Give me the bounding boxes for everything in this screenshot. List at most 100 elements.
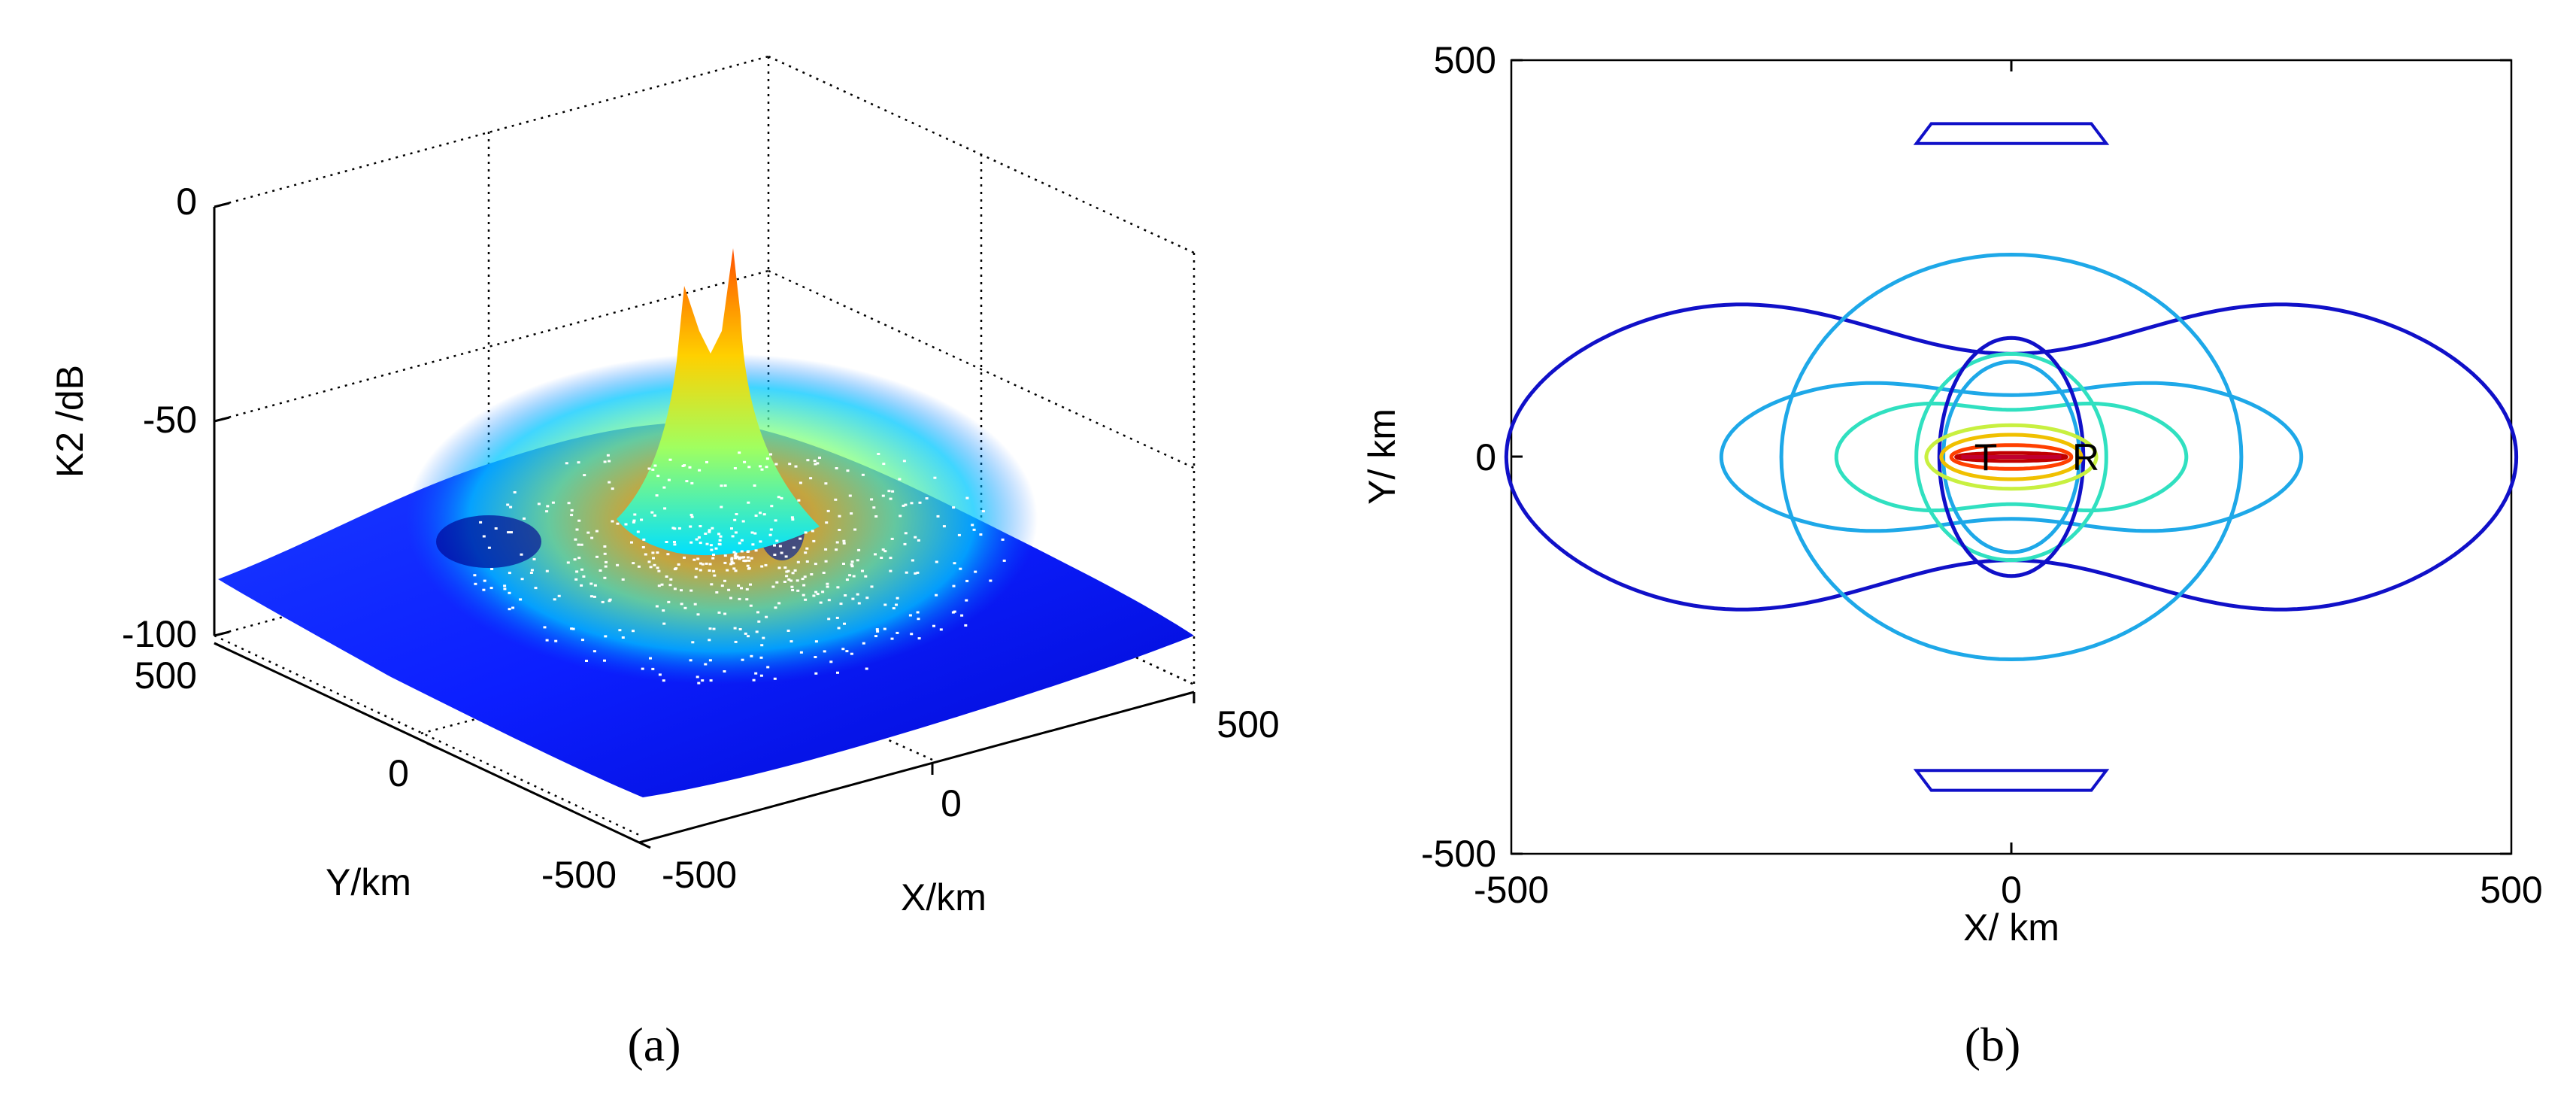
mesh-dot xyxy=(567,502,571,505)
y-tick-label: 0 xyxy=(388,752,409,794)
mesh-dot xyxy=(905,571,908,574)
mesh-dot xyxy=(681,465,685,467)
mesh-dot xyxy=(741,520,745,523)
contour-top-fragment xyxy=(1913,122,2110,145)
mesh-dot xyxy=(734,531,738,534)
mesh-dot xyxy=(872,506,876,509)
mesh-dot xyxy=(669,578,673,581)
mesh-dot xyxy=(520,578,524,581)
mesh-dot xyxy=(904,503,908,506)
mesh-dot xyxy=(750,557,753,560)
annotation-t: T xyxy=(1974,436,1998,478)
mesh-dot xyxy=(874,635,877,638)
mesh-dot xyxy=(727,588,731,591)
mesh-dot xyxy=(723,670,726,672)
mesh-dot xyxy=(813,460,817,463)
mesh-dots xyxy=(473,451,1006,685)
mesh-dot xyxy=(506,503,510,506)
mesh-dot xyxy=(910,502,914,505)
mesh-dot xyxy=(964,624,968,627)
mesh-dot xyxy=(953,562,956,565)
mesh-dot xyxy=(895,603,898,606)
mesh-dot xyxy=(1002,559,1006,562)
mesh-dot xyxy=(715,591,719,594)
mesh-dot xyxy=(608,460,611,463)
mesh-dot xyxy=(494,527,498,530)
mesh-dot xyxy=(747,466,751,469)
mesh-dot xyxy=(660,583,664,586)
mesh-dot xyxy=(742,556,746,559)
mesh-dot xyxy=(902,460,906,463)
mesh-dot xyxy=(673,541,676,543)
mesh-dot xyxy=(545,569,549,572)
mesh-dot xyxy=(864,575,868,578)
mesh-dot xyxy=(732,562,735,565)
mesh-dot xyxy=(754,515,758,517)
mesh-dot xyxy=(850,512,853,515)
mesh-dot xyxy=(747,501,750,504)
mesh-dot xyxy=(723,554,727,557)
mesh-dot xyxy=(747,550,750,553)
mesh-dot xyxy=(805,560,809,563)
mesh-dot xyxy=(760,644,764,647)
mesh-dot xyxy=(809,477,813,480)
panel-label-b: (b) xyxy=(1965,1018,2021,1071)
mesh-dot xyxy=(845,578,849,581)
mesh-dot xyxy=(529,572,533,574)
mesh-dot xyxy=(848,494,852,497)
mesh-dot xyxy=(577,543,580,546)
mesh-dot xyxy=(916,571,920,574)
mesh-dot xyxy=(755,630,759,633)
panel-b: 500 0 -500 Y/ km -500 0 500 X/ km T R (b… xyxy=(1361,39,2543,1071)
mesh-dot xyxy=(889,569,893,572)
mesh-dot xyxy=(665,575,668,578)
mesh-dot xyxy=(747,559,751,562)
mesh-dot xyxy=(753,484,756,487)
mesh-dot xyxy=(717,533,721,536)
mesh-dot xyxy=(839,603,843,606)
mesh-dot xyxy=(723,579,726,582)
mesh-dot xyxy=(762,513,766,516)
mesh-dot xyxy=(599,569,602,572)
contour-inner xyxy=(1834,401,2189,513)
mesh-dot xyxy=(777,602,781,605)
mesh-dot xyxy=(777,496,780,499)
mesh-dot xyxy=(570,514,574,517)
mesh-dot xyxy=(812,594,816,597)
mesh-dot xyxy=(593,584,597,587)
mesh-dot xyxy=(883,603,887,606)
mesh-dot xyxy=(709,679,713,682)
contour-darkred xyxy=(1953,451,2069,463)
mesh-dot xyxy=(814,672,818,675)
mesh-dot xyxy=(730,527,733,530)
mesh-dot xyxy=(875,628,879,631)
mesh-dot xyxy=(814,591,818,594)
mesh-dot xyxy=(689,525,692,528)
mesh-dot xyxy=(574,538,577,541)
y-axis-label: Y/km xyxy=(326,861,411,903)
mesh-dot xyxy=(768,533,772,536)
mesh-dot xyxy=(786,630,790,632)
mesh-dot xyxy=(667,600,671,603)
mesh-dot xyxy=(683,606,687,609)
mesh-dot xyxy=(585,660,588,662)
mesh-dot xyxy=(689,659,692,662)
mesh-dot xyxy=(824,560,828,563)
mesh-dot xyxy=(723,561,727,564)
mesh-dot xyxy=(971,524,974,527)
contour-orange xyxy=(1939,433,2084,481)
mesh-dot xyxy=(730,560,734,563)
contour-red xyxy=(1949,443,2074,471)
mesh-dot xyxy=(510,531,513,534)
x-axis-label: X/km xyxy=(901,876,986,918)
mesh-dot xyxy=(714,547,718,550)
mesh-dot xyxy=(759,465,762,468)
mesh-dot xyxy=(916,611,920,614)
tick xyxy=(214,202,230,208)
mesh-dot xyxy=(804,531,808,534)
mesh-dot xyxy=(844,594,847,597)
x-tick-label: -500 xyxy=(662,854,737,896)
mesh-dot xyxy=(765,457,769,460)
mesh-dot xyxy=(573,558,577,561)
mesh-dot xyxy=(508,572,511,575)
